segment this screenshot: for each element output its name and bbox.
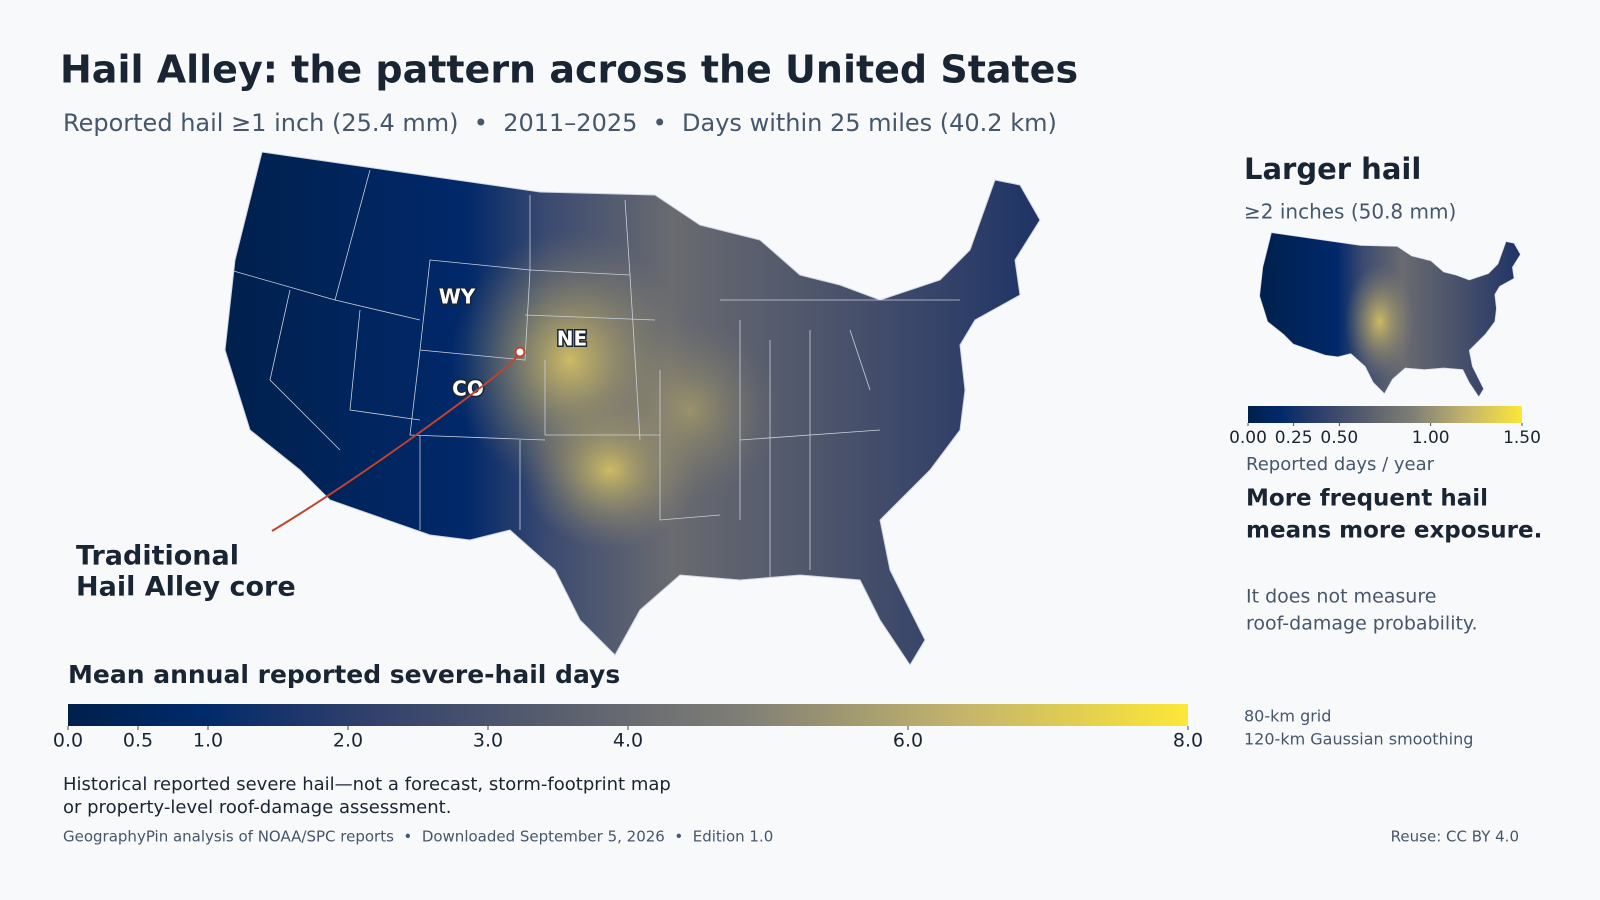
inset-colorbar-ticks: 0.00 0.25 0.50 1.00 1.50: [1229, 423, 1541, 448]
colorbar-title: Mean annual reported severe-hail days: [68, 660, 620, 689]
tick-label: 4.0: [613, 730, 643, 752]
method: 120-km Gaussian smoothing: [1244, 730, 1473, 749]
inset-colorbar-label: Reported days / year: [1246, 454, 1435, 475]
tick-label: 0.00: [1229, 428, 1267, 448]
tick-label: 6.0: [893, 730, 923, 752]
tick-label: 3.0: [473, 730, 503, 752]
inset-map: [1259, 232, 1521, 398]
note: Historical reported severe hail—not a fo…: [63, 774, 671, 795]
state-label: NE: [557, 327, 587, 351]
caveat: It does not measure: [1246, 586, 1436, 608]
method: 80-km grid: [1244, 707, 1331, 726]
inset-title: Larger hail: [1244, 152, 1421, 186]
title: Hail Alley: the pattern across the Unite…: [60, 48, 1078, 92]
subtitle: Reported hail ≥1 inch (25.4 mm) • 2011–2…: [63, 109, 1057, 137]
license: Reuse: CC BY 4.0: [1391, 828, 1519, 846]
annotation: Traditional: [76, 541, 239, 572]
tick-label: 0.0: [53, 730, 83, 752]
source: GeographyPin analysis of NOAA/SPC report…: [63, 828, 773, 846]
tick-label: 0.5: [123, 730, 153, 752]
tick-label: 1.00: [1412, 428, 1450, 448]
annotation: Hail Alley core: [76, 572, 296, 603]
tick-label: 0.25: [1275, 428, 1313, 448]
note: or property-level roof-damage assessment…: [63, 797, 451, 818]
tick-label: 1.50: [1503, 428, 1541, 448]
state-label: WY: [439, 285, 476, 309]
tick-label: 1.0: [193, 730, 223, 752]
annotation-line: [271, 351, 521, 532]
colorbar-ticks: 0.0 0.5 1.0 2.0 3.0 4.0 6.0 8.0: [53, 726, 1203, 752]
inset-subtitle: ≥2 inches (50.8 mm): [1244, 200, 1456, 224]
tick-label: 0.50: [1320, 428, 1358, 448]
tick-label: 2.0: [333, 730, 363, 752]
caveat: roof-damage probability.: [1246, 613, 1478, 635]
message: means more exposure.: [1246, 518, 1542, 544]
state-borders: [229, 169, 960, 580]
annotation-dot: [514, 346, 526, 358]
colorbar: [68, 704, 1188, 726]
hail-map: [225, 152, 1040, 665]
inset-colorbar: [1248, 406, 1522, 423]
message: More frequent hail: [1246, 486, 1488, 512]
tick-label: 8.0: [1173, 730, 1203, 752]
